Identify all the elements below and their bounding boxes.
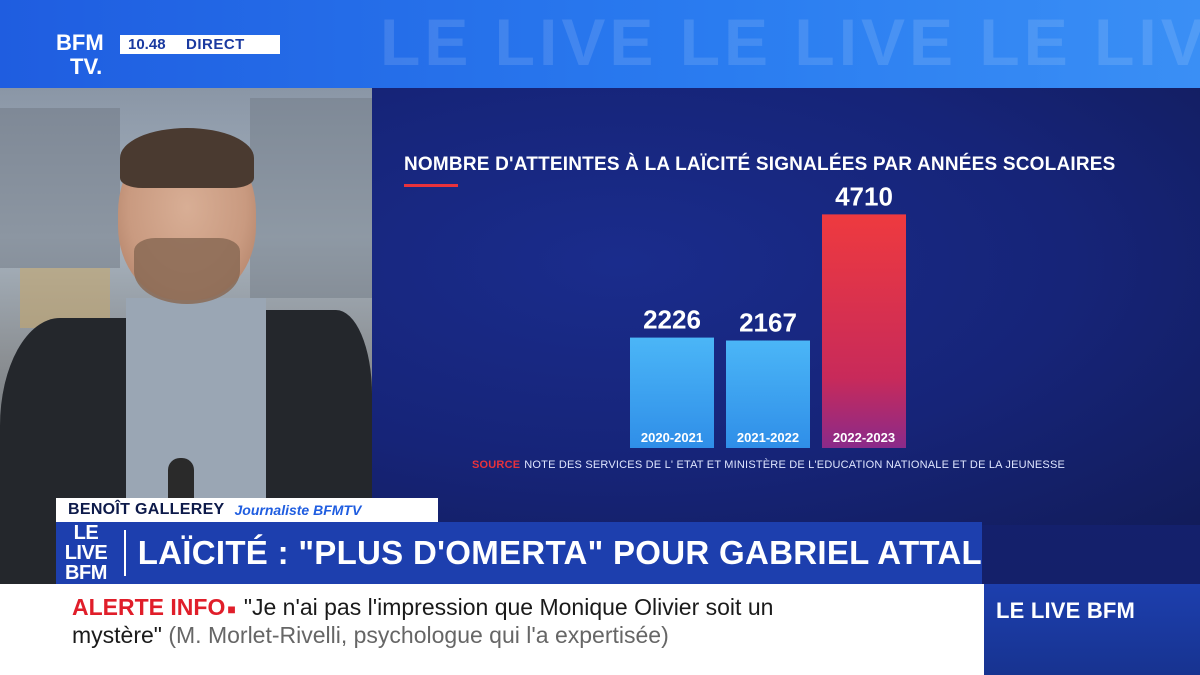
bar-category-label: 2021-2022 (737, 430, 799, 445)
bfmtv-logo: BFM TV. (56, 32, 116, 84)
bar-value-label: 2167 (739, 308, 797, 338)
guest-name: BENOÎT GALLEREY (68, 501, 225, 518)
chart-title: NOMBRE D'ATTEINTES À LA LAÏCITÉ SIGNALÉE… (404, 154, 1116, 175)
chart-panel (372, 88, 1200, 525)
background-live-text: LE LIVE LE LIVE LE LIVE LE (380, 5, 1200, 79)
alert-info-label: ALERTE INFO (72, 594, 226, 620)
source-label: SOURCE (472, 459, 521, 471)
chart-source: SOURCE NOTE DES SERVICES DE L' ETAT ET MI… (472, 459, 1112, 471)
name-strap: BENOÎT GALLEREY Journaliste BFMTV (56, 498, 438, 522)
guest-hair (120, 128, 254, 188)
headline-separator (123, 530, 126, 576)
bar-2022-2023 (822, 214, 906, 448)
source-text: NOTE DES SERVICES DE L' ETAT ET MINISTÈR… (524, 459, 1066, 471)
time-direct-tag: 10.48 DIRECT (120, 35, 280, 54)
headline-strap: LE LIVE BFM LAÏCITÉ : "PLUS D'OMERTA" PO… (56, 522, 982, 584)
le-live-bfm-logo: LE LIVE BFM (56, 522, 116, 584)
logo-line1: BFM (56, 30, 104, 55)
direct-label: DIRECT (186, 36, 245, 53)
top-band: LE LIVE LE LIVE LE LIVE LE (0, 0, 1200, 88)
guest-role: Journaliste BFMTV (234, 502, 362, 518)
title-underline (404, 184, 458, 187)
bar-value-label: 4710 (835, 181, 893, 211)
logo-line2: TV. (70, 54, 103, 79)
ticker-attribution: (M. Morlet-Rivelli, psychologue qui l'a … (168, 622, 669, 648)
headline-text: LAÏCITÉ : "PLUS D'OMERTA" POUR GABRIEL A… (137, 534, 982, 571)
bar-2021-2022 (726, 340, 810, 448)
news-ticker: ALERTE INFO ■ "Je n'ai pas l'impression qu… (0, 584, 984, 675)
ticker-quote-part1: "Je n'ai pas l'impression que Monique Ol… (243, 594, 774, 620)
bar-value-label: 2226 (643, 305, 701, 335)
alert-square-icon: ■ (227, 600, 236, 617)
ticker-line1: ALERTE INFO ■ "Je n'ai pas l'impression qu… (72, 594, 773, 621)
live-logo-line2: BFM (65, 562, 107, 584)
bar-category-label: 2022-2023 (833, 430, 895, 445)
background-building (0, 108, 120, 268)
background-building (250, 98, 372, 298)
live-logo-line1: LE LIVE (64, 522, 108, 564)
ticker-line2: mystère" (M. Morlet-Rivelli, psychologue… (72, 622, 669, 649)
corner-brand: LE LIVE BFM (984, 584, 1200, 675)
ticker-quote-part2: mystère" (72, 622, 162, 648)
bar-2020-2021 (630, 337, 714, 448)
clock-time: 10.48 (128, 36, 166, 53)
bar-category-label: 2020-2021 (641, 430, 703, 445)
guest-beard (134, 238, 240, 304)
